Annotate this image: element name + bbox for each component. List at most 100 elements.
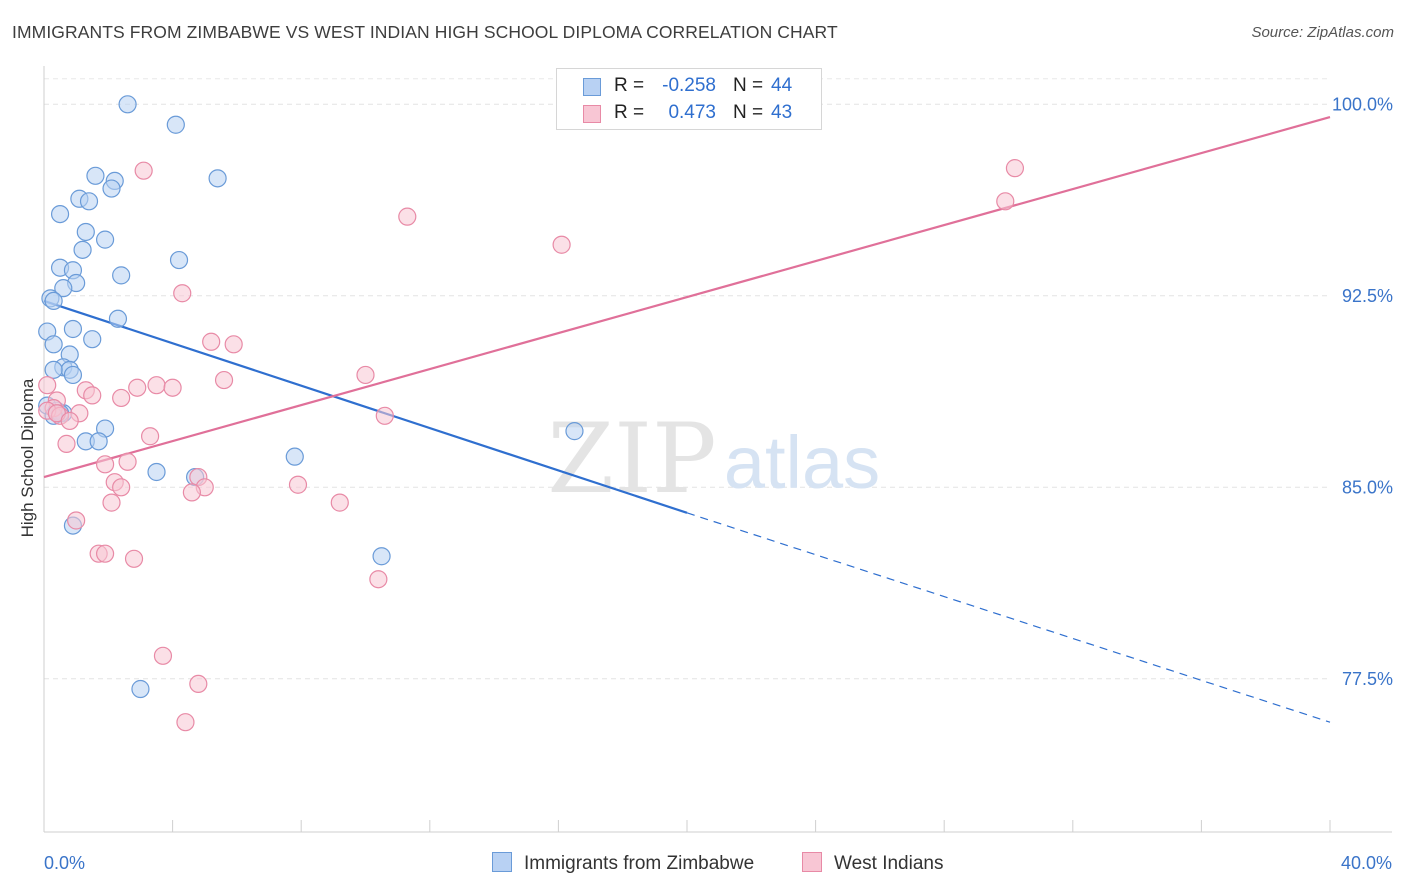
west-indians-point (163, 378, 182, 397)
legend-row-west-indians: R = 0.473 N = 43 (557, 102, 821, 126)
west-indians-point (124, 549, 144, 568)
zimbabwe-point (208, 169, 227, 188)
zimbabwe-point (44, 360, 63, 379)
series-swatch-west-indians (802, 852, 822, 872)
x-tick-label: 0.0% (44, 853, 85, 873)
west-indians-point (224, 335, 243, 354)
west-indians-point (112, 388, 131, 408)
series-swatch-zimbabwe (492, 852, 512, 872)
stats-legend: R = -0.258 N = 44 R = 0.473 N = 43 (556, 68, 822, 130)
west-indians-point (112, 478, 131, 497)
west-indians-point (102, 493, 121, 512)
west-indians-point (38, 376, 57, 395)
n-value: 44 (771, 75, 793, 96)
west-indians-point (330, 493, 349, 512)
trend-lines (43, 116, 1331, 723)
series-name-west-indians: West Indians (834, 853, 944, 874)
west-indians-point (57, 434, 76, 453)
zimbabwe-point (565, 422, 584, 441)
west-indians-point (153, 646, 173, 665)
legend-row-zimbabwe: R = -0.258 N = 44 (557, 75, 821, 99)
west-indians-point (214, 370, 234, 390)
west-indians-point (95, 544, 115, 563)
zimbabwe-point (50, 204, 70, 224)
west-indians-point (182, 483, 201, 502)
data-points (38, 95, 1025, 732)
west-indians-point (134, 161, 153, 180)
n-label: N = (733, 102, 764, 123)
y-tick-label: 92.5% (1342, 286, 1393, 306)
trend-line-zimbabwe (43, 299, 688, 514)
zimbabwe-point (79, 192, 99, 211)
zimbabwe-point (108, 309, 128, 328)
legend-swatch-zimbabwe (583, 78, 601, 96)
west-indians-point (1005, 159, 1025, 178)
zimbabwe-point (147, 462, 166, 482)
n-value: 43 (771, 102, 793, 123)
zimbabwe-point (54, 279, 73, 298)
trend-line-west-indians (43, 116, 1331, 479)
zimbabwe-point (44, 291, 63, 311)
zimbabwe-point (86, 166, 105, 185)
west-indians-point (173, 284, 192, 303)
west-indians-point (398, 207, 417, 226)
tick-labels: 100.0% 92.5% 85.0% 77.5% 0.0% 40.0% (44, 94, 1393, 873)
west-indians-point (552, 235, 571, 254)
r-value: 0.473 (668, 102, 716, 123)
watermark: ZIP atlas (547, 403, 880, 515)
west-indians-point (189, 674, 208, 694)
west-indians-point (356, 365, 375, 385)
y-axis-label: High School Diploma (18, 378, 37, 538)
zimbabwe-point (112, 266, 131, 285)
y-tick-label: 85.0% (1342, 477, 1393, 497)
series-legend-west-indians: West Indians (802, 852, 943, 875)
zimbabwe-point (166, 115, 185, 134)
y-tick-label: 100.0% (1332, 94, 1393, 114)
watermark-atlas: atlas (724, 421, 880, 504)
r-label: R = (614, 75, 645, 96)
zimbabwe-point (44, 335, 63, 354)
west-indians-point (60, 411, 79, 431)
r-label: R = (614, 102, 645, 123)
west-indians-point (118, 452, 137, 471)
west-indians-point (95, 455, 115, 474)
n-label: N = (733, 75, 764, 96)
west-indians-point (369, 570, 388, 589)
west-indians-point (996, 192, 1015, 211)
zimbabwe-point (169, 250, 189, 270)
trend-line-extension (686, 512, 1331, 723)
gridlines (44, 78, 1330, 680)
west-indians-point (67, 511, 86, 530)
series-legend-zimbabwe: Immigrants from Zimbabwe (492, 852, 754, 875)
west-indians-point (202, 332, 221, 351)
west-indians-point (128, 378, 147, 397)
r-value: -0.258 (662, 75, 716, 96)
legend-swatch-west-indians (583, 105, 601, 123)
west-indians-point (375, 406, 394, 425)
zimbabwe-point (89, 432, 108, 451)
source-credit: Source: ZipAtlas.com (1251, 24, 1394, 41)
y-tick-label: 77.5% (1342, 669, 1393, 689)
west-indians-point (176, 713, 195, 732)
zimbabwe-point (285, 447, 304, 466)
series-name-zimbabwe: Immigrants from Zimbabwe (524, 853, 755, 874)
zimbabwe-point (102, 179, 121, 198)
chart-title: IMMIGRANTS FROM ZIMBABWE VS WEST INDIAN … (12, 22, 838, 42)
zimbabwe-point (372, 547, 391, 566)
zimbabwe-point (63, 319, 83, 339)
west-indians-point (147, 376, 166, 395)
zimbabwe-point (63, 365, 83, 385)
axes (43, 66, 1392, 833)
zimbabwe-point (95, 230, 115, 249)
watermark-zip: ZIP (547, 403, 716, 515)
west-indians-point (83, 386, 102, 405)
zimbabwe-point (83, 330, 102, 349)
zimbabwe-point (73, 240, 92, 259)
zimbabwe-point (118, 95, 137, 114)
west-indians-point (140, 427, 160, 446)
zimbabwe-point (76, 222, 95, 242)
zimbabwe-point (131, 679, 150, 699)
west-indians-point (288, 475, 308, 494)
x-tick-label: 40.0% (1341, 853, 1392, 873)
